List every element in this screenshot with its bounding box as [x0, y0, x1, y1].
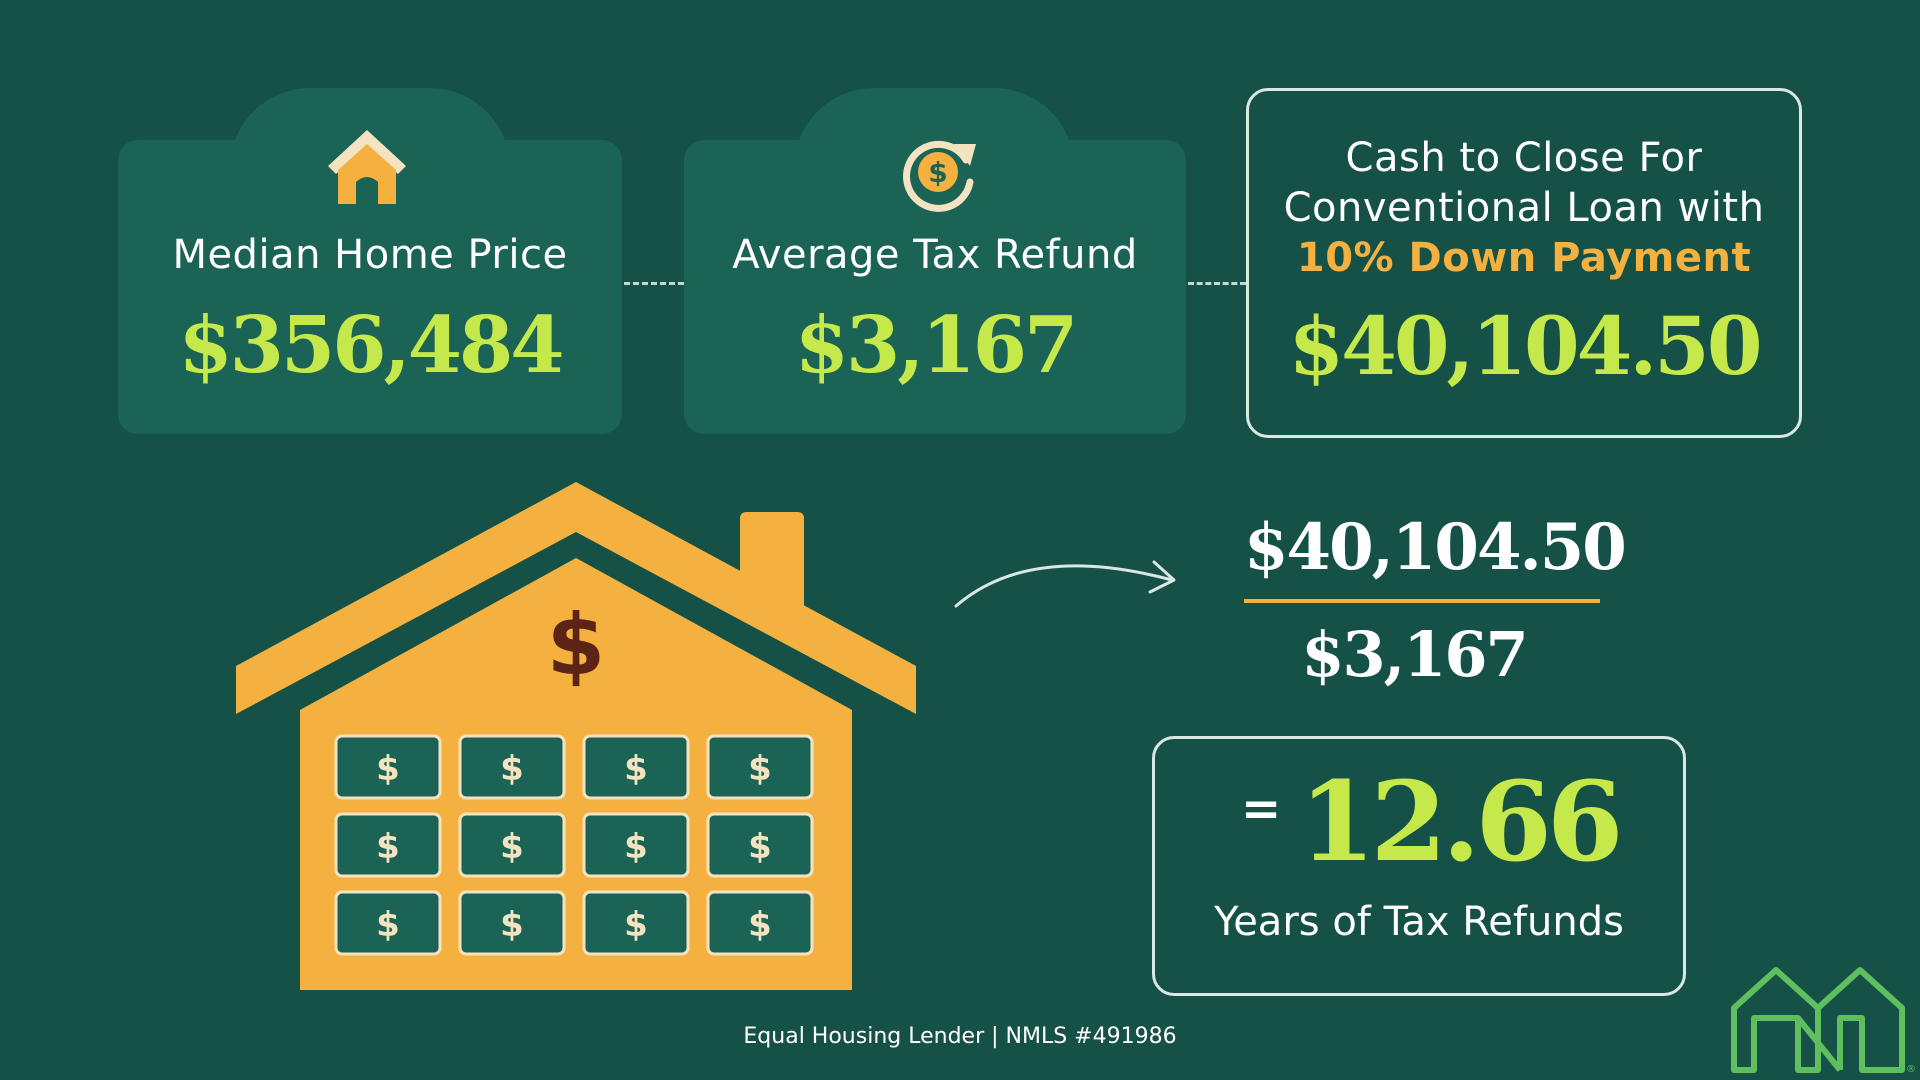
- svg-text:$: $: [928, 156, 947, 189]
- cash-card-highlight: 10% Down Payment: [1296, 235, 1752, 281]
- median-home-price-card: Median Home Price $356,484: [118, 130, 622, 434]
- money-bill: [582, 890, 690, 956]
- bill-dollar-sign: $: [624, 749, 648, 789]
- card-value: $356,484: [178, 300, 564, 391]
- nl-logo-icon: ®: [1731, 967, 1916, 1074]
- roof-dollar-sign: $: [547, 596, 605, 694]
- money-bill: [582, 812, 690, 878]
- money-bill: [334, 890, 442, 956]
- house-icon: [328, 130, 406, 204]
- refund-cycle-icon: $: [903, 140, 976, 212]
- money-bill: [458, 734, 566, 800]
- money-bill: [334, 812, 442, 878]
- cash-card-value: $40,104.50: [1288, 299, 1762, 393]
- footer-disclaimer: Equal Housing Lender | NMLS #491986: [743, 1024, 1177, 1049]
- equals-sign: =: [1241, 781, 1282, 837]
- result-value: 12.66: [1299, 757, 1623, 886]
- cash-card-line2: Conventional Loan with: [1283, 185, 1765, 231]
- bill-dollar-sign: $: [624, 827, 648, 867]
- money-bill: [334, 734, 442, 800]
- bill-dollar-sign: $: [376, 905, 400, 945]
- money-bill: [706, 890, 814, 956]
- bill-dollar-sign: $: [500, 905, 524, 945]
- money-bill: [706, 734, 814, 800]
- connector-dash: [624, 282, 684, 285]
- money-bill: [582, 734, 690, 800]
- bill-dollar-sign: $: [500, 749, 524, 789]
- bill-dollar-sign: $: [500, 827, 524, 867]
- card-label: Average Tax Refund: [732, 232, 1138, 278]
- connector-dash: [1188, 282, 1246, 285]
- money-bill: [458, 812, 566, 878]
- result-label: Years of Tax Refunds: [1214, 899, 1624, 945]
- bill-dollar-sign: $: [748, 749, 772, 789]
- card-value: $3,167: [794, 300, 1079, 391]
- fraction-numerator: $40,104.50: [1244, 510, 1627, 585]
- card-label: Median Home Price: [172, 232, 568, 278]
- result-card: = 12.66 Years of Tax Refunds: [1152, 736, 1686, 996]
- bill-dollar-sign: $: [748, 827, 772, 867]
- money-bill: [458, 890, 566, 956]
- fraction-denominator: $3,167: [1301, 618, 1528, 691]
- money-house-icon: $ $ $ $ $ $ $ $ $ $ $ $ $: [236, 482, 916, 990]
- cash-card-line1: Cash to Close For: [1345, 135, 1703, 181]
- average-tax-refund-card: $ Average Tax Refund $3,167: [684, 140, 1186, 434]
- bill-dollar-sign: $: [748, 905, 772, 945]
- curved-arrow-icon: [954, 560, 1176, 608]
- money-bill: [706, 812, 814, 878]
- registered-mark: ®: [1906, 1064, 1916, 1074]
- bill-dollar-sign: $: [624, 905, 648, 945]
- bill-dollar-sign: $: [376, 749, 400, 789]
- fraction-bar: [1244, 599, 1600, 603]
- cash-to-close-card: Cash to Close For Conventional Loan with…: [1246, 88, 1802, 438]
- bill-dollar-sign: $: [376, 827, 400, 867]
- bill-grid: $ $ $ $ $ $ $ $ $ $ $ $: [334, 734, 814, 956]
